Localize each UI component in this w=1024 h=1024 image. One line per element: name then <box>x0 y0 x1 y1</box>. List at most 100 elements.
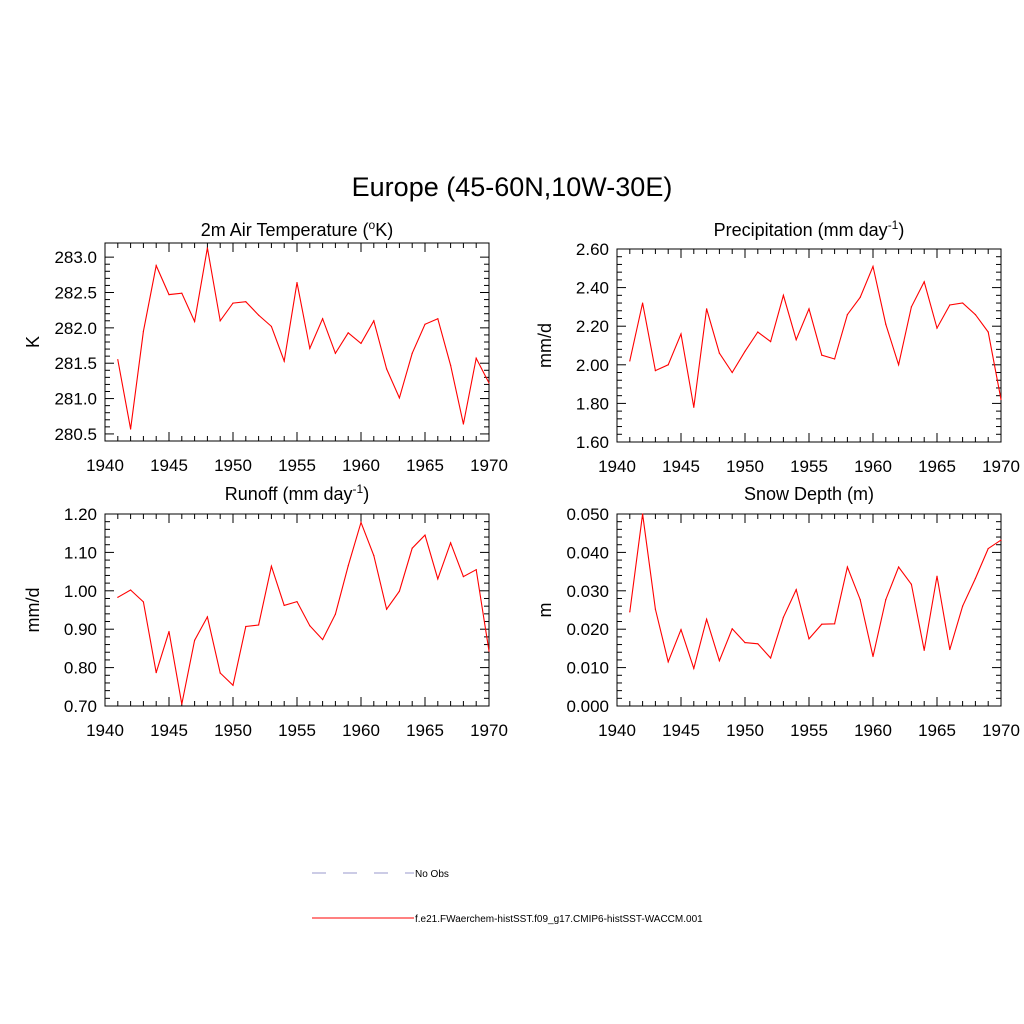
data-point <box>309 625 311 627</box>
x-tick-label: 1960 <box>854 457 892 476</box>
data-point <box>117 596 119 598</box>
data-point <box>258 624 260 626</box>
data-point <box>782 616 785 618</box>
series-line <box>117 520 490 705</box>
data-point <box>923 649 925 651</box>
data-point <box>155 671 157 674</box>
y-tick-label: 281.5 <box>54 354 97 373</box>
y-tick-label: 1.80 <box>576 394 609 413</box>
panel-title: 2m Air Temperature (oK) <box>201 218 393 240</box>
y-axis-label: m <box>535 603 555 618</box>
data-point <box>910 306 913 308</box>
data-point <box>859 599 861 601</box>
data-point <box>130 428 132 430</box>
panel-3: Runoff (mm day-1) mm/d 0.70 0.80 0.90 1.00 1.1… <box>23 482 508 740</box>
x-tick-label: 1955 <box>278 456 316 475</box>
data-point <box>219 320 221 322</box>
data-point <box>296 282 298 284</box>
data-point <box>450 542 452 544</box>
data-point <box>475 357 477 359</box>
y-tick-label: 1.00 <box>64 582 97 601</box>
legend-model-label: f.e21.FWaerchem-histSST.f09_g17.CMIP6-hi… <box>415 914 703 925</box>
data-point <box>347 332 349 334</box>
panel-1: 2m Air Temperature (oK) K 280.5 281.0 281.5 2… <box>23 218 508 475</box>
data-point <box>155 265 157 267</box>
figure-title: Europe (45-60N,10W-30E) <box>352 172 673 202</box>
data-point <box>386 368 388 370</box>
panel-4: Snow Depth (m) m 0.000 0.010 0.020 0.030 0.040… <box>535 484 1020 740</box>
data-point <box>232 302 234 304</box>
data-point <box>270 325 272 328</box>
data-point <box>898 364 900 366</box>
data-point <box>245 301 247 303</box>
data-point <box>974 314 977 316</box>
data-point <box>642 513 644 515</box>
y-tick-label: 280.5 <box>54 425 97 444</box>
data-point <box>680 333 682 335</box>
data-point <box>706 618 708 620</box>
data-point <box>654 608 657 610</box>
data-point <box>322 638 324 641</box>
data-point <box>424 534 426 536</box>
x-tick-label: 1960 <box>342 721 380 740</box>
data-point <box>373 320 375 322</box>
series-line <box>629 264 1002 408</box>
x-tick-label: 1940 <box>598 721 636 740</box>
panel-title: Snow Depth (m) <box>744 484 874 504</box>
data-point <box>424 323 426 325</box>
data-point <box>219 672 221 674</box>
x-tick-label: 1970 <box>470 456 508 475</box>
y-tick-label: 282.5 <box>54 284 97 303</box>
x-tick-label: 1940 <box>598 457 636 476</box>
data-point <box>398 590 400 592</box>
data-point <box>936 327 938 329</box>
legend-obs-label: No Obs <box>415 869 449 880</box>
data-point <box>181 292 183 294</box>
data-point <box>872 655 874 658</box>
panels-group: 2m Air Temperature (oK) K 280.5 281.0 281.5 2… <box>23 218 1020 740</box>
data-point <box>258 314 260 316</box>
data-point <box>987 331 989 333</box>
data-point <box>757 643 759 645</box>
data-point <box>411 352 413 354</box>
y-tick-label: 281.0 <box>54 390 97 409</box>
data-point <box>680 628 682 631</box>
data-point <box>270 565 272 567</box>
data-point <box>949 304 951 306</box>
x-tick-label: 1955 <box>790 457 828 476</box>
panel-title: Precipitation (mm day-1) <box>714 218 905 240</box>
data-point <box>232 684 234 686</box>
data-point <box>782 294 785 296</box>
x-tick-label: 1965 <box>918 457 956 476</box>
x-tick-label: 1965 <box>406 721 444 740</box>
data-point <box>206 616 208 618</box>
data-point <box>142 601 144 603</box>
data-point <box>462 423 464 425</box>
x-tick-label: 1965 <box>406 456 444 475</box>
y-tick-label: 2.40 <box>576 279 609 298</box>
y-tick-label: 0.020 <box>566 620 609 639</box>
y-tick-label: 2.00 <box>576 356 609 375</box>
data-point <box>411 547 413 549</box>
x-tick-label: 1950 <box>214 721 252 740</box>
data-point <box>731 628 733 630</box>
data-point <box>859 296 861 298</box>
data-point <box>910 583 913 585</box>
data-point <box>450 364 452 366</box>
x-tick-label: 1940 <box>86 721 124 740</box>
data-point <box>283 360 285 362</box>
x-tick-label: 1970 <box>470 721 508 740</box>
data-point <box>334 613 336 615</box>
data-point <box>693 667 695 669</box>
data-point <box>1000 539 1002 541</box>
data-point <box>962 605 964 607</box>
x-tick-label: 1960 <box>342 456 380 475</box>
data-point <box>731 371 733 374</box>
legend: No Obs f.e21.FWaerchem-histSST.f09_g17.C… <box>312 869 703 925</box>
x-tick-label: 1955 <box>790 721 828 740</box>
x-tick-label: 1945 <box>150 721 188 740</box>
plot-frame <box>104 513 490 707</box>
data-point <box>309 347 311 349</box>
x-tick-label: 1970 <box>982 457 1020 476</box>
y-tick-label: 0.040 <box>566 543 609 562</box>
